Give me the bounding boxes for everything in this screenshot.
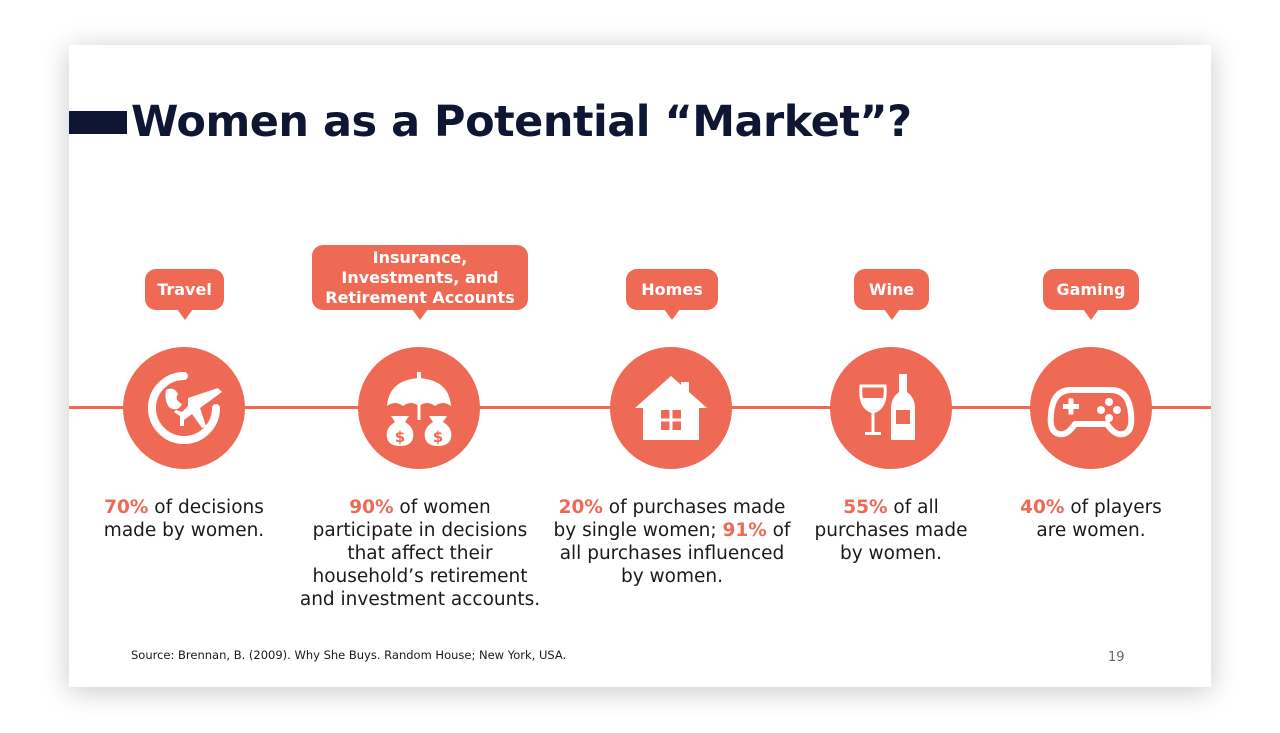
category-bubble-insurance: Insurance, Investments, and Retirement A…	[312, 245, 528, 320]
stat-text-homes-1: of purchases made by single women;	[553, 497, 786, 541]
stat-percent-gaming: 40%	[1020, 497, 1065, 518]
slide-title: Women as a Potential “Market”?	[131, 97, 912, 147]
stat-homes: 20% of purchases made by single women; 9…	[551, 496, 793, 588]
stat-text-travel: of decisions made by women.	[103, 497, 265, 541]
wine-glass-bottle-icon	[859, 374, 915, 440]
category-bubble-gaming: Gaming	[1043, 269, 1139, 320]
stat-wine: 55% of all purchases made by women.	[801, 496, 981, 565]
category-label-gaming: Gaming	[1056, 279, 1126, 299]
category-circle-homes	[610, 347, 732, 469]
stat-text-insurance: of women participate in decisions that a…	[299, 497, 541, 610]
umbrella-money-bags-icon: $ $	[386, 372, 452, 446]
stat-percent-homes-1: 20%	[558, 497, 603, 518]
category-label-travel: Travel	[157, 279, 212, 299]
category-circle-gaming	[1030, 347, 1152, 469]
house-icon	[635, 376, 707, 440]
stat-percent-homes-2: 91%	[722, 520, 767, 541]
stat-percent-insurance: 90%	[349, 497, 394, 518]
category-bubble-wine: Wine	[854, 269, 929, 320]
stat-percent-travel: 70%	[104, 497, 149, 518]
svg-text:$: $	[395, 428, 405, 446]
stat-text-gaming: of players are women.	[1036, 497, 1162, 541]
category-label-homes: Homes	[641, 279, 703, 299]
category-label-wine: Wine	[868, 279, 915, 299]
gamepad-icon	[1047, 387, 1135, 438]
category-bubble-travel: Travel	[145, 269, 224, 320]
source-citation: Source: Brennan, B. (2009). Why She Buys…	[131, 648, 567, 662]
globe-plane-icon	[148, 372, 222, 444]
page-number: 19	[1108, 650, 1125, 665]
category-circle-wine	[830, 347, 952, 469]
stat-text-homes-2: of all purchases influenced by women.	[559, 520, 791, 587]
category-bubble-homes: Homes	[626, 269, 718, 320]
category-label-insurance: Insurance, Investments, and Retirement A…	[325, 247, 515, 307]
stat-text-wine: of all purchases made by women.	[814, 497, 968, 564]
stat-gaming: 40% of players are women.	[1009, 496, 1173, 542]
slide: Women as a Potential “Market”? Travel 70…	[69, 45, 1211, 687]
category-circle-travel	[123, 347, 245, 469]
category-circle-insurance: $ $	[358, 347, 480, 469]
stat-percent-wine: 55%	[843, 497, 888, 518]
svg-text:$: $	[433, 428, 443, 446]
title-accent-bar	[69, 111, 127, 134]
stat-travel: 70% of decisions made by women.	[97, 496, 271, 542]
stat-insurance: 90% of women participate in decisions th…	[297, 496, 543, 611]
